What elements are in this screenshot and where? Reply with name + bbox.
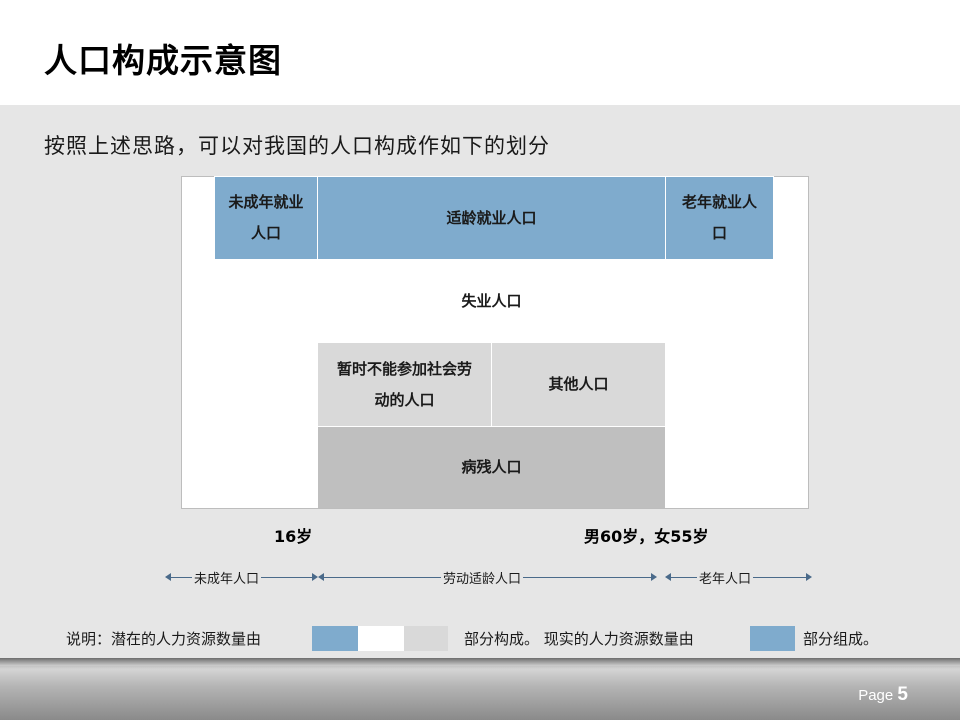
age-label-retirement: 男60岁，女55岁 bbox=[584, 527, 709, 546]
cell-minor-employed: 未成年就业人口 bbox=[214, 176, 318, 260]
cell-unemployed-label: 失业人口 bbox=[461, 292, 522, 310]
age-label-16: 16岁 bbox=[274, 527, 313, 546]
arrow-label-elderly: 老年人口 bbox=[697, 568, 754, 587]
explanation-note: 说明：潜在的人力资源数量由 部分构成。 现实的人力资源数量由 部分组成。 bbox=[0, 626, 960, 652]
arrow-right-head bbox=[312, 573, 318, 581]
cell-working-age-employed: 适龄就业人口 bbox=[317, 176, 666, 260]
arrow-right-head bbox=[651, 573, 657, 581]
arrow-left-head bbox=[665, 573, 671, 581]
cell-other: 其他人口 bbox=[492, 343, 665, 426]
page-indicator: Page 5 bbox=[858, 684, 908, 706]
cell-elderly-employed-label: 老年就业人口 bbox=[681, 193, 757, 242]
footer-bar bbox=[0, 658, 960, 720]
page-label: Page bbox=[858, 687, 894, 704]
footer-divider bbox=[0, 658, 960, 666]
note-suffix: 部分组成。 bbox=[803, 630, 879, 648]
arrow-left-head bbox=[318, 573, 324, 581]
swatch-light-gray bbox=[404, 626, 448, 651]
page-title: 人口构成示意图 bbox=[44, 41, 282, 80]
arrow-left-head bbox=[165, 573, 171, 581]
arrow-right-head bbox=[806, 573, 812, 581]
cell-elderly-employed: 老年就业人口 bbox=[665, 176, 774, 260]
cell-disabled: 病残人口 bbox=[318, 426, 665, 508]
subtitle: 按照上述思路，可以对我国的人口构成作如下的划分 bbox=[44, 134, 550, 158]
cell-temporarily-unable: 暂时不能参加社会劳动的人口 bbox=[318, 343, 492, 426]
cell-disabled-label: 病残人口 bbox=[461, 458, 522, 476]
arrow-label-minor: 未成年人口 bbox=[192, 568, 262, 587]
swatch-blue-real bbox=[750, 626, 795, 651]
cell-minor-employed-label: 未成年就业人口 bbox=[228, 193, 304, 242]
cell-temporarily-unable-label: 暂时不能参加社会劳动的人口 bbox=[336, 359, 472, 409]
note-middle: 部分构成。 现实的人力资源数量由 bbox=[464, 630, 694, 648]
cell-other-label: 其他人口 bbox=[548, 375, 609, 393]
header-bar bbox=[0, 0, 960, 105]
note-prefix: 说明：潜在的人力资源数量由 bbox=[66, 630, 262, 648]
cell-unemployed: 失业人口 bbox=[318, 260, 665, 343]
cell-working-age-employed-label: 适龄就业人口 bbox=[446, 208, 537, 227]
swatch-blue bbox=[312, 626, 358, 651]
age-range-arrows: 未成年人口 劳动适龄人口 老年人口 bbox=[0, 567, 960, 587]
page-number: 5 bbox=[897, 684, 908, 705]
arrow-label-working-age: 劳动适龄人口 bbox=[441, 568, 524, 587]
swatch-white bbox=[358, 626, 404, 651]
